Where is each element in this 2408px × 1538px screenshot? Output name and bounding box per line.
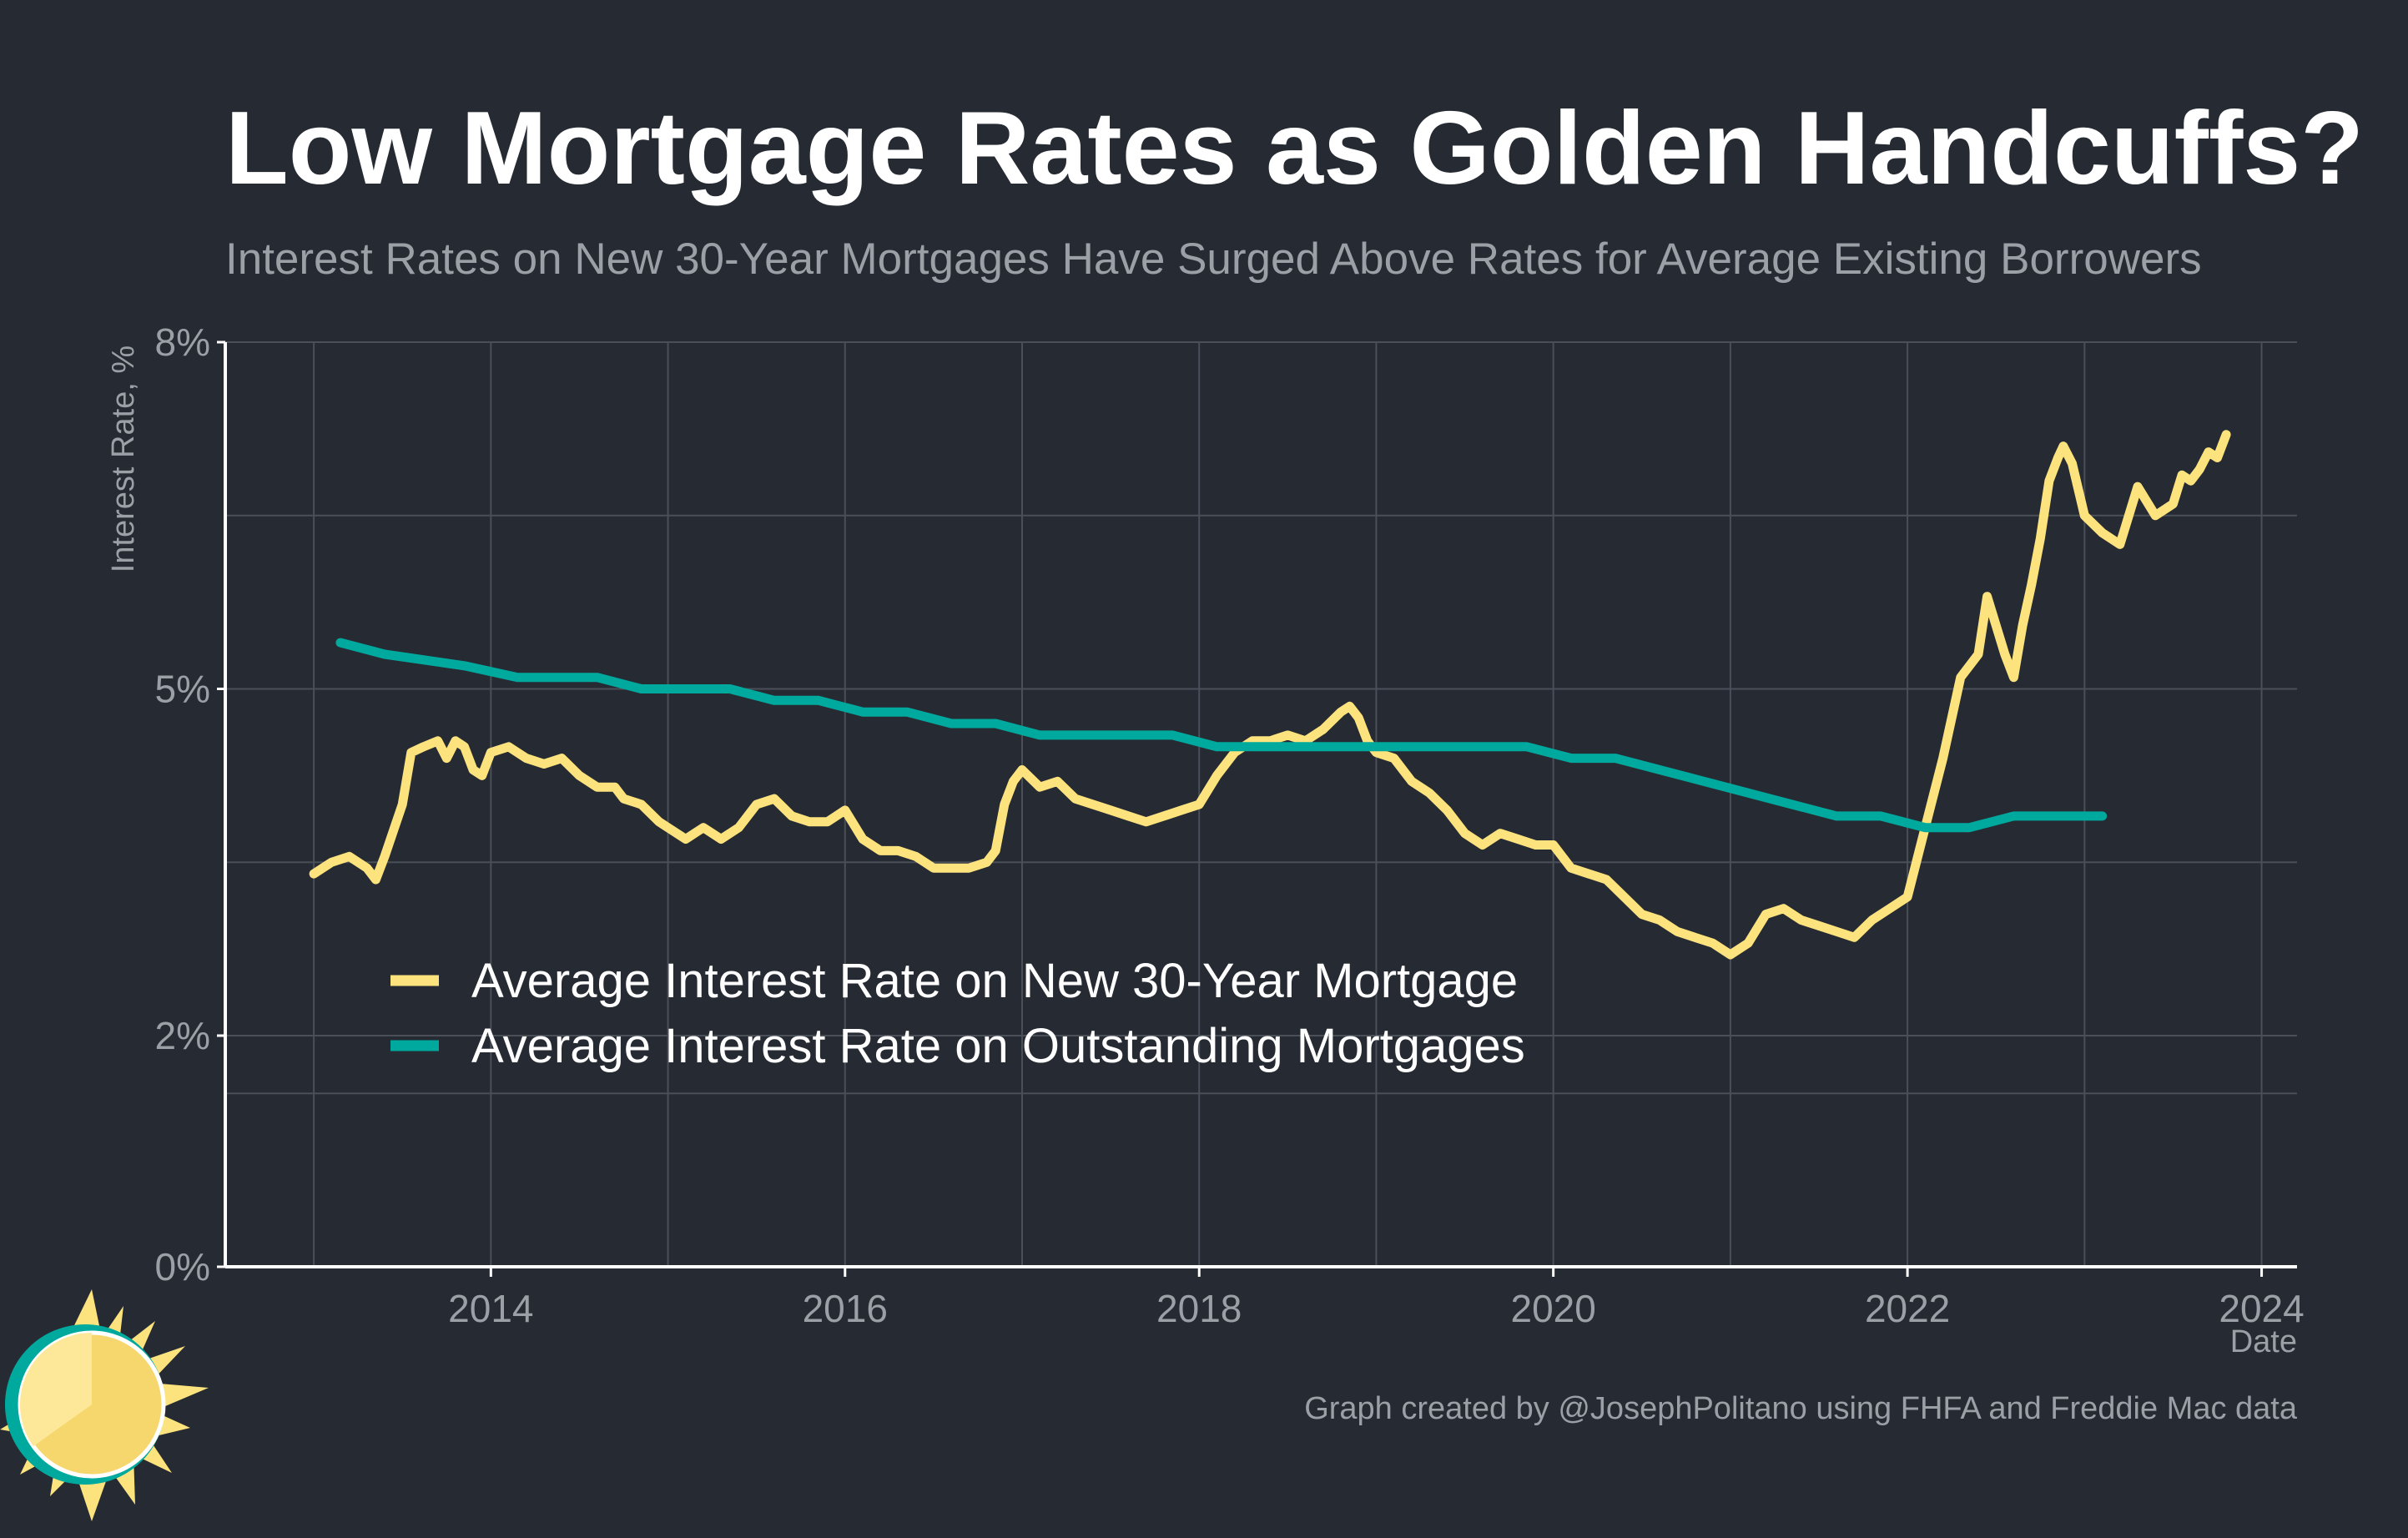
legend-label: Average Interest Rate on Outstanding Mor…: [471, 1019, 1525, 1073]
y-tick-label: 2%: [155, 1014, 210, 1057]
x-tick-label: 2018: [1156, 1287, 1242, 1330]
legend: Average Interest Rate on New 30-Year Mor…: [390, 954, 1525, 1073]
x-tick-label: 2016: [803, 1287, 888, 1330]
series-lines: [309, 430, 2231, 960]
x-tick-label: 2014: [448, 1287, 533, 1330]
sun-logo-icon: [0, 1289, 209, 1521]
series-line-new-mortgage: [309, 430, 2231, 960]
x-axis-label: Date: [2230, 1324, 2297, 1359]
gridlines: [225, 341, 2297, 1267]
chart-title: Low Mortgage Rates as Golden Handcuffs?: [225, 91, 2364, 206]
y-axis-label: Interest Rate, %: [106, 345, 141, 572]
y-tick-label: 8%: [155, 320, 210, 364]
chart-subtitle: Interest Rates on New 30-Year Mortgages …: [225, 234, 2202, 284]
x-tick-label: 2022: [1865, 1287, 1950, 1330]
x-tick-label: 2024: [2219, 1287, 2304, 1330]
legend-label: Average Interest Rate on New 30-Year Mor…: [471, 954, 1518, 1008]
credit-text: Graph created by @JosephPolitano using F…: [1304, 1391, 2298, 1426]
series-line-outstanding: [335, 638, 2108, 833]
axes: 0% 2% 5% 8% 2014 2016 2018 2020 2022 2024: [155, 320, 2305, 1330]
x-tick-label: 2020: [1510, 1287, 1595, 1330]
y-tick-label: 5%: [155, 668, 210, 711]
y-tick-label: 0%: [155, 1245, 210, 1288]
